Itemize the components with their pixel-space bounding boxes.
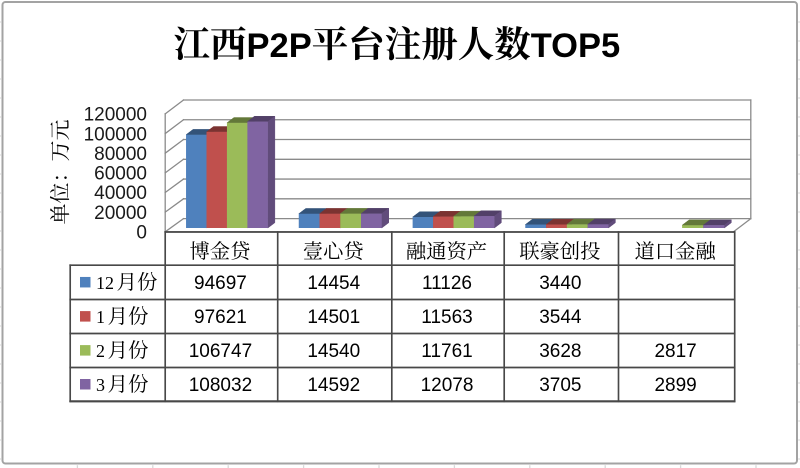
svg-text:1: 1 [96,307,105,327]
svg-text:2817: 2817 [654,341,696,362]
svg-text:2: 2 [96,341,105,361]
svg-text:40000: 40000 [94,183,147,204]
svg-text:100000: 100000 [84,124,147,145]
svg-text:12078: 12078 [421,375,474,396]
svg-text:3705: 3705 [539,375,581,396]
svg-text:20000: 20000 [94,203,147,224]
svg-text:108032: 108032 [189,375,252,396]
svg-text:80000: 80000 [94,144,147,165]
svg-text:11761: 11761 [421,341,472,362]
svg-text:3440: 3440 [539,273,581,294]
svg-text:2899: 2899 [654,375,696,396]
svg-text:12: 12 [96,273,114,293]
svg-text:14540: 14540 [307,341,360,362]
svg-text:94697: 94697 [194,273,247,294]
svg-text:0: 0 [136,223,147,244]
svg-text:P2P: P2P [247,27,312,65]
svg-text:3628: 3628 [539,341,581,362]
svg-text:60000: 60000 [94,164,147,185]
svg-text:14501: 14501 [307,307,360,328]
svg-text:TOP5: TOP5 [531,27,620,65]
svg-text:97621: 97621 [194,307,247,328]
svg-text:11563: 11563 [421,307,472,328]
svg-text:3544: 3544 [539,307,582,328]
svg-text:106747: 106747 [189,341,252,362]
svg-text:11126: 11126 [422,273,472,294]
svg-text:14454: 14454 [307,273,360,294]
svg-text:3: 3 [96,375,105,395]
svg-text:120000: 120000 [84,105,147,126]
svg-text:14592: 14592 [307,375,360,396]
